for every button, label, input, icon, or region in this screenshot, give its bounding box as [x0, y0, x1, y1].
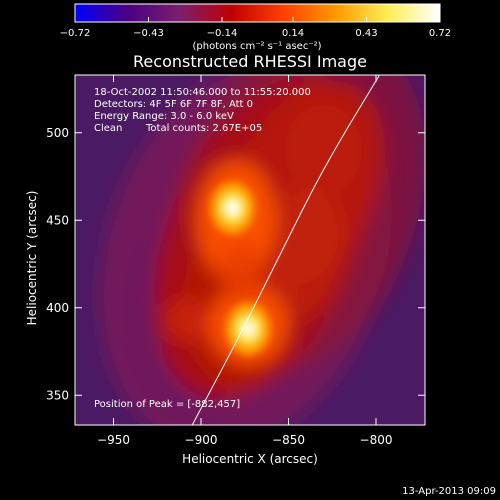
- colorbar-tick-label: −0.43: [133, 28, 164, 39]
- x-tick-label: −900: [185, 433, 218, 447]
- chart-title: Reconstructed RHESSI Image: [133, 52, 367, 71]
- colorbar-bar: [74, 3, 441, 23]
- colorbar: −0.72 −0.43 −0.14 0.14 0.43 0.72 (photons cm⁻…: [60, 3, 451, 52]
- energy-range-text: Energy Range: 3.0 - 6.0 keV: [94, 111, 234, 122]
- plot-area: −950 −900 −850 −800 350 400 450 500: [46, 74, 426, 447]
- colorbar-unit-label: (photons cm⁻² s⁻¹ asec⁻²): [192, 41, 321, 52]
- y-tick-label: 350: [46, 388, 69, 402]
- colorbar-tick-label: 0.14: [282, 28, 304, 39]
- heatmap-emission-region: [165, 298, 209, 342]
- colorbar-tick-label: −0.72: [60, 28, 91, 39]
- plot-frame: [74, 74, 426, 426]
- colorbar-tick-label: 0.72: [429, 28, 451, 39]
- colorbar-tick-label: −0.14: [207, 28, 238, 39]
- time-range-text: 18-Oct-2002 11:50:46.000 to 11:55:20.000: [94, 87, 311, 98]
- heatmap-peak-center: [242, 321, 255, 336]
- x-tick-label: −950: [97, 433, 130, 447]
- y-tick-label: 500: [46, 126, 69, 140]
- x-tick-label: −800: [360, 433, 393, 447]
- heatmap-emission-region: [285, 105, 362, 196]
- colorbar-tick-label: 0.43: [355, 28, 377, 39]
- solar-limb-curve: [191, 75, 380, 425]
- timestamp: 13-Apr-2013 09:09: [402, 486, 496, 497]
- y-tick-label: 400: [46, 301, 69, 315]
- x-axis-title: Heliocentric X (arcsec): [182, 452, 318, 466]
- heatmap-image: [75, 75, 425, 425]
- y-tick-label: 450: [46, 213, 69, 227]
- peak-position-text: Position of Peak = [-882,457]: [94, 399, 240, 410]
- info-annotations: 18-Oct-2002 11:50:46.000 to 11:55:20.000…: [94, 87, 311, 410]
- heatmap-emission-region: [219, 242, 264, 303]
- y-axis-title: Heliocentric Y (arcsec): [25, 191, 39, 326]
- heatmap-peak-center: [226, 201, 239, 215]
- clean-text: Clean: [94, 123, 122, 134]
- total-counts-text: Total counts: 2.67E+05: [145, 123, 262, 134]
- detectors-text: Detectors: 4F 5F 6F 7F 8F, Att 0: [94, 99, 253, 110]
- x-tick-label: −850: [272, 433, 305, 447]
